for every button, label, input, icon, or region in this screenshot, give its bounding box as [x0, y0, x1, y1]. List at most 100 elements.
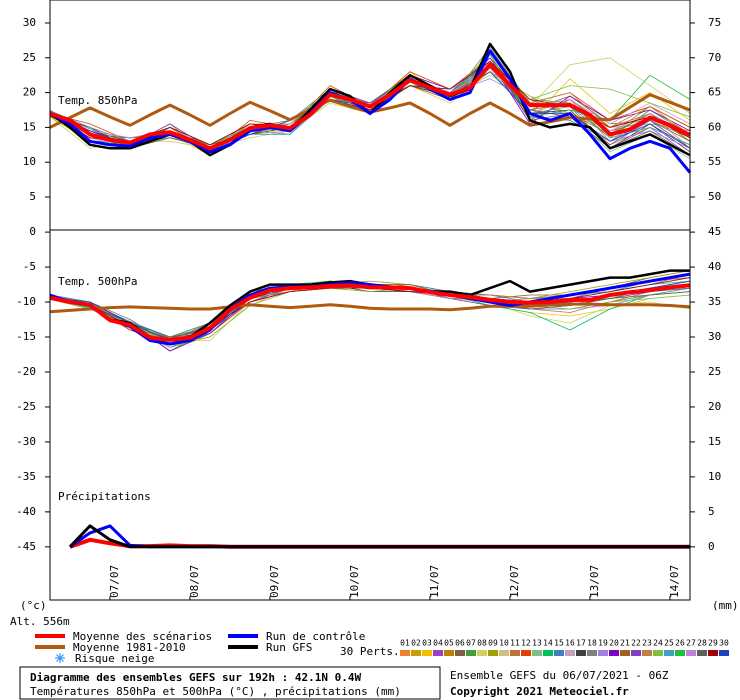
pert-legend-label: 02 [411, 639, 421, 648]
pert-legend-swatch [565, 650, 575, 656]
legend-label: Moyenne 1981-2010 [73, 641, 186, 654]
y2-tick-label: 5 [708, 505, 715, 518]
annotation: Précipitations [58, 490, 151, 503]
pert-legend-swatch [521, 650, 531, 656]
footer-box [19, 666, 441, 700]
y2-tick-label: 15 [708, 435, 721, 448]
pert-legend-swatch [411, 650, 421, 656]
plot-frame [49, 0, 691, 601]
y2-tick-label: 60 [708, 120, 721, 133]
pert-legend-label: 17 [576, 639, 586, 648]
x-tick-label: 09/07 [268, 565, 281, 598]
pert-legend-swatch [532, 650, 542, 656]
x-tick-label: 07/07 [108, 565, 121, 598]
y-tick-label: -40 [16, 505, 36, 518]
pert-legend-label: 13 [532, 639, 542, 648]
pert-legend-swatch [697, 650, 707, 656]
pert-legend-swatch [488, 650, 498, 656]
x-tick-label: 11/07 [428, 565, 441, 598]
pert-legend-label: 20 [609, 639, 619, 648]
pert-legend-label: 19 [598, 639, 608, 648]
y-tick-label: -5 [23, 260, 36, 273]
pert-legend-label: 14 [543, 639, 553, 648]
snow-icon [55, 653, 65, 663]
pert-legend-swatch [620, 650, 630, 656]
x-tick-label: 12/07 [508, 565, 521, 598]
pert-legend-swatch [422, 650, 432, 656]
y-tick-label: -45 [16, 540, 36, 553]
x-tick-label: 08/07 [188, 565, 201, 598]
pert-legend-swatch [477, 650, 487, 656]
legend-label: Run de contrôle [266, 630, 365, 643]
series-line [49, 302, 691, 314]
pert-legend-swatch [675, 650, 685, 656]
pert-legend-label: 09 [488, 639, 498, 648]
series-line [49, 283, 691, 342]
pert-legend-swatch [598, 650, 608, 656]
y-tick-label: 10 [23, 155, 36, 168]
pert-legend-swatch [433, 650, 443, 656]
y2-tick-label: 65 [708, 86, 721, 99]
pert-legend-swatch [653, 650, 663, 656]
panel-title: Temp. 500hPa [58, 275, 137, 288]
pert-legend-swatch [631, 650, 641, 656]
right-unit: (mm) [712, 599, 739, 612]
x-tick-label: 10/07 [348, 565, 361, 598]
y2-tick-label: 10 [708, 470, 721, 483]
x-tick-label: 13/07 [588, 565, 601, 598]
pert-legend-swatch [664, 650, 674, 656]
y-tick-label: -35 [16, 470, 36, 483]
pert-legend-label: 27 [686, 639, 696, 648]
pert-legend-label: 11 [510, 639, 520, 648]
pert-legend-label: 16 [565, 639, 575, 648]
y-tick-label: -10 [16, 295, 36, 308]
pert-legend-swatch [455, 650, 465, 656]
y-tick-label: -20 [16, 365, 36, 378]
y2-tick-label: 40 [708, 260, 721, 273]
legend-label: Moyenne des scénarios [73, 630, 212, 643]
series-line [49, 272, 691, 346]
y2-tick-label: 35 [708, 295, 721, 308]
pert-legend-label: 04 [433, 639, 443, 648]
y2-tick-label: 0 [708, 540, 715, 553]
pert-legend-label: 12 [521, 639, 531, 648]
pert-legend-label: 30 [719, 639, 729, 648]
pert-legend-swatch [719, 650, 729, 656]
footer-title: Diagramme des ensembles GEFS sur 192h : … [30, 671, 362, 684]
y2-tick-label: 50 [708, 190, 721, 203]
pert-legend-swatch [444, 650, 454, 656]
pert-legend-label: 21 [620, 639, 630, 648]
pert-legend-label: 22 [631, 639, 641, 648]
y2-tick-label: 75 [708, 16, 721, 29]
y-tick-label: -25 [16, 400, 36, 413]
pert-legend-label: 10 [499, 639, 509, 648]
pert-legend-label: 07 [466, 639, 476, 648]
pert-legend-label: 24 [653, 639, 663, 648]
pert-legend-label: 23 [642, 639, 652, 648]
footer-run: Ensemble GEFS du 06/07/2021 - 06Z [450, 669, 669, 682]
series-line [49, 62, 691, 151]
panel-title: Temp. 850hPa [58, 94, 137, 107]
pert-legend-label: 26 [675, 639, 685, 648]
y-tick-label: 30 [23, 16, 36, 29]
pert-legend-swatch [686, 650, 696, 656]
y-tick-label: 15 [23, 120, 36, 133]
legend-label: Run GFS [266, 641, 312, 654]
altitude: Alt. 556m [10, 615, 70, 628]
pert-legend-label: 28 [697, 639, 707, 648]
pert-legend-swatch [400, 650, 410, 656]
pert-legend-label: 03 [422, 639, 432, 648]
pert-legend-swatch [554, 650, 564, 656]
y-tick-label: 20 [23, 86, 36, 99]
pert-legend-swatch [543, 650, 553, 656]
y-tick-label: 5 [29, 190, 36, 203]
pert-legend-swatch [576, 650, 586, 656]
pert-legend-swatch [708, 650, 718, 656]
pert-legend-label: 29 [708, 639, 718, 648]
footer-subtitle: Températures 850hPa et 500hPa (°C) , pré… [30, 685, 401, 698]
y2-tick-label: 55 [708, 155, 721, 168]
left-unit: (°c) [20, 599, 47, 612]
pert-legend-label: 06 [455, 639, 465, 648]
pert-legend-swatch [642, 650, 652, 656]
